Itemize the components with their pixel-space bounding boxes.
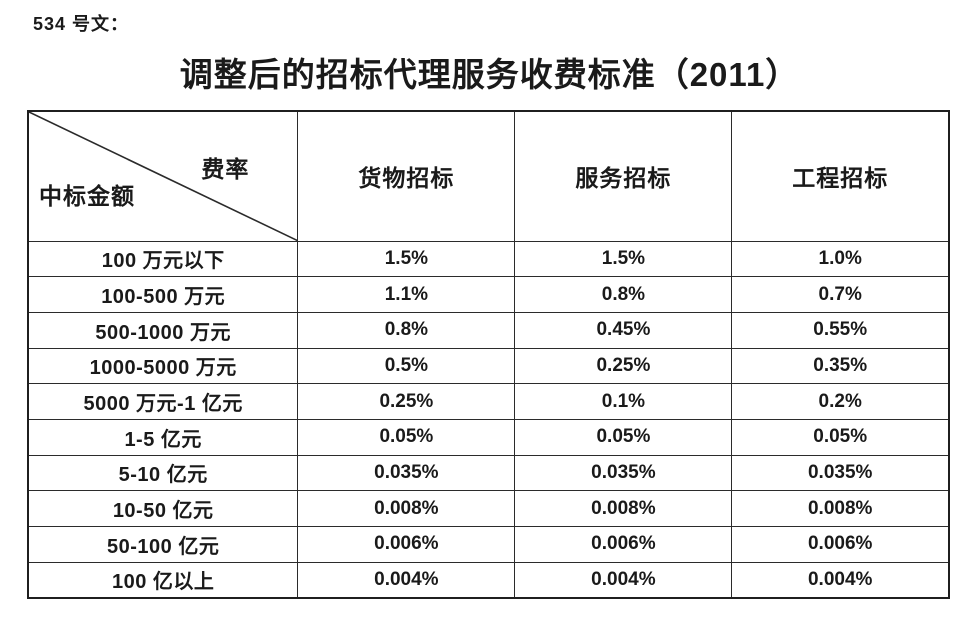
- rate-value-goods: 1.5%: [297, 240, 516, 278]
- rate-value-services: 0.1%: [514, 383, 733, 420]
- table-row: 100-500 万元 1.1% 0.8% 0.7%: [27, 276, 950, 313]
- corner-label-rate: 费率: [201, 156, 250, 182]
- rate-value-goods: 0.008%: [297, 490, 516, 527]
- table-row: 500-1000 万元 0.8% 0.45% 0.55%: [27, 311, 950, 349]
- corner-header-cell: 费率 中标金额: [27, 110, 299, 242]
- rate-value-goods: 0.004%: [297, 561, 516, 599]
- rate-value-services: 1.5%: [514, 240, 733, 278]
- rate-value-goods: 1.1%: [297, 276, 516, 313]
- column-header-goods: 货物招标: [297, 110, 516, 242]
- rate-value-engineering: 0.008%: [731, 490, 950, 527]
- row-label: 5000 万元-1 亿元: [27, 383, 299, 420]
- table-row: 5000 万元-1 亿元 0.25% 0.1% 0.2%: [27, 383, 950, 420]
- rate-value-services: 0.008%: [514, 490, 733, 527]
- table-row: 50-100 亿元 0.006% 0.006% 0.006%: [27, 526, 950, 563]
- table-row: 100 万元以下 1.5% 1.5% 1.0%: [27, 240, 950, 278]
- rate-value-services: 0.8%: [514, 276, 733, 313]
- rate-value-engineering: 0.05%: [731, 418, 950, 456]
- rate-value-engineering: 0.55%: [731, 311, 950, 349]
- column-header-services: 服务招标: [514, 110, 733, 242]
- rate-value-engineering: 0.035%: [731, 454, 950, 492]
- rate-value-goods: 0.006%: [297, 526, 516, 563]
- rate-value-engineering: 0.7%: [731, 276, 950, 313]
- row-label: 5-10 亿元: [27, 454, 299, 492]
- corner-label-amount: 中标金额: [39, 182, 135, 209]
- rate-value-services: 0.45%: [514, 311, 733, 349]
- rate-value-goods: 0.5%: [297, 347, 516, 385]
- table-row: 1-5 亿元 0.05% 0.05% 0.05%: [27, 418, 950, 456]
- table-row: 10-50 亿元 0.008% 0.008% 0.008%: [27, 490, 950, 527]
- rate-value-services: 0.004%: [514, 561, 733, 599]
- diagonal-line: [29, 112, 297, 241]
- rate-value-services: 0.05%: [514, 418, 733, 456]
- header-row: 费率 中标金额 货物招标 服务招标 工程招标: [27, 110, 950, 242]
- rate-value-engineering: 1.0%: [731, 240, 950, 278]
- row-label: 10-50 亿元: [27, 490, 299, 527]
- table-row: 5-10 亿元 0.035% 0.035% 0.035%: [27, 454, 950, 492]
- table-row: 1000-5000 万元 0.5% 0.25% 0.35%: [27, 347, 950, 385]
- table-body: 100 万元以下 1.5% 1.5% 1.0% 100-500 万元 1.1% …: [27, 240, 950, 599]
- row-label: 100 亿以上: [27, 561, 299, 599]
- rate-value-engineering: 0.006%: [731, 526, 950, 563]
- table-row: 100 亿以上 0.004% 0.004% 0.004%: [27, 561, 950, 599]
- table-header: 费率 中标金额 货物招标 服务招标 工程招标: [27, 110, 950, 242]
- rate-value-engineering: 0.2%: [731, 383, 950, 420]
- rate-value-goods: 0.05%: [297, 418, 516, 456]
- row-label: 100 万元以下: [27, 240, 299, 278]
- page-title: 调整后的招标代理服务收费标准（2011）: [179, 56, 800, 93]
- row-label: 100-500 万元: [27, 276, 299, 313]
- fee-standard-table: 费率 中标金额 货物招标 服务招标 工程招标 100 万元以下 1.5% 1.5…: [27, 110, 950, 599]
- rate-value-engineering: 0.004%: [731, 561, 950, 599]
- doc-number-label: 534 号文：: [33, 14, 130, 34]
- rate-value-goods: 0.25%: [297, 383, 516, 420]
- rate-value-services: 0.25%: [514, 347, 733, 385]
- rate-value-goods: 0.035%: [297, 454, 516, 492]
- row-label: 1-5 亿元: [27, 418, 299, 456]
- rate-value-goods: 0.8%: [297, 311, 516, 349]
- rate-value-services: 0.035%: [514, 454, 733, 492]
- rate-value-engineering: 0.35%: [731, 347, 950, 385]
- rate-value-services: 0.006%: [514, 526, 733, 563]
- row-label: 500-1000 万元: [27, 311, 299, 349]
- column-header-engineering: 工程招标: [731, 110, 950, 242]
- row-label: 50-100 亿元: [27, 526, 299, 563]
- row-label: 1000-5000 万元: [27, 347, 299, 385]
